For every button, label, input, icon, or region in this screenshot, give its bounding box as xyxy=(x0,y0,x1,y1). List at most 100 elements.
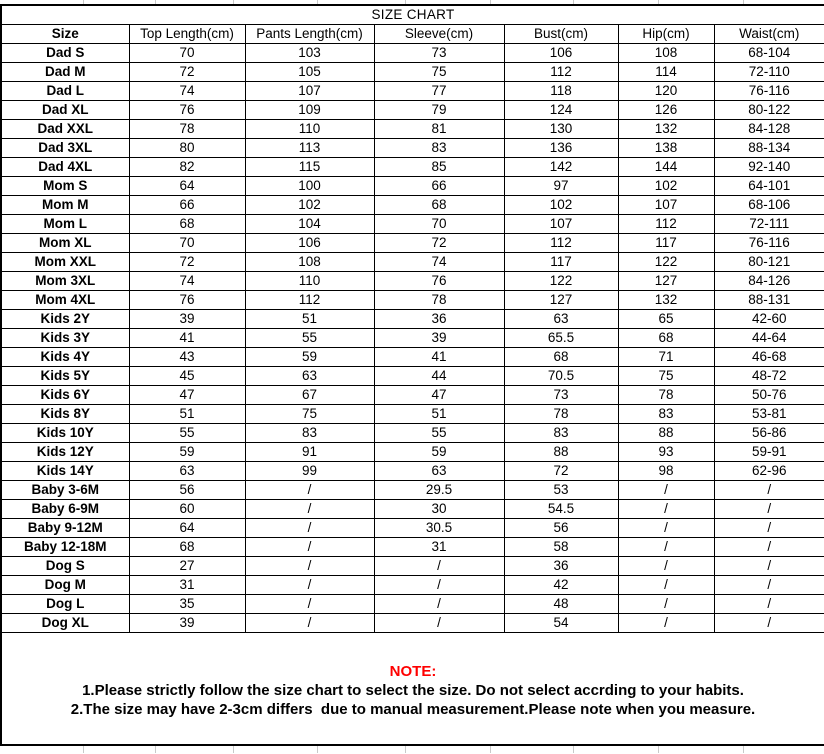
cell-bust-cm: 48 xyxy=(503,594,619,614)
cell-pants-length-cm: 100 xyxy=(244,176,375,196)
sheet-gridline xyxy=(658,0,659,4)
cell-top-length-cm: 39 xyxy=(128,613,246,633)
table-row: Baby 6-9M 60/30 54.5// xyxy=(0,499,824,519)
cell-bust-cm: 56 xyxy=(503,518,619,538)
cell-pants-length-cm: 112 xyxy=(244,290,375,310)
table-row: Mom 3XL 74 110 76 122 127 84-126 xyxy=(0,271,824,291)
cell-hip-cm: / xyxy=(617,518,715,538)
cell-top-length-cm: 74 xyxy=(128,81,246,101)
sheet-gridline xyxy=(490,0,491,4)
cell-waist-cm: 62-96 xyxy=(713,461,824,481)
cell-bust-cm: 36 xyxy=(503,556,619,576)
table-row: Baby 12-18M 68/31 58// xyxy=(0,537,824,557)
column-header-pants-length-cm: Pants Length(cm) xyxy=(244,24,375,44)
sheet-gridline xyxy=(83,0,84,4)
cell-sleeve-cm: 66 xyxy=(373,176,505,196)
cell-bust-cm: 54.5 xyxy=(503,499,619,519)
cell-sleeve-cm: 75 xyxy=(373,62,505,82)
table-row: Dog S 27//36// xyxy=(0,556,824,576)
cell-top-length-cm: 51 xyxy=(128,404,246,424)
cell-hip-cm: / xyxy=(617,594,715,614)
row-size-label: Kids 14Y xyxy=(0,461,130,481)
cell-hip-cm: 108 xyxy=(617,43,715,63)
sheet-gridline xyxy=(743,745,744,753)
row-size-label: Kids 2Y xyxy=(0,309,130,329)
row-size-label: Dad M xyxy=(0,62,130,82)
cell-bust-cm: 117 xyxy=(503,252,619,272)
cell-sleeve-cm: 83 xyxy=(373,138,505,158)
cell-top-length-cm: 59 xyxy=(128,442,246,462)
cell-waist-cm: / xyxy=(713,556,824,576)
row-size-label: Baby 6-9M xyxy=(0,499,130,519)
table-row: Mom XL 70 106 72 112 117 76-116 xyxy=(0,233,824,253)
table-row: Kids 14Y 63 99 63 72 98 62-96 xyxy=(0,461,824,481)
cell-pants-length-cm: 83 xyxy=(244,423,375,443)
cell-top-length-cm: 43 xyxy=(128,347,246,367)
cell-waist-cm: 76-116 xyxy=(713,233,824,253)
table-row: Mom XXL 72 108 74 117 122 80-121 xyxy=(0,252,824,272)
sheet-gridline xyxy=(658,745,659,753)
note-row: NOTE: 1.Please strictly follow the size … xyxy=(0,632,824,745)
row-size-label: Baby 12-18M xyxy=(0,537,130,557)
cell-hip-cm: 126 xyxy=(617,100,715,120)
cell-waist-cm: 56-86 xyxy=(713,423,824,443)
cell-pants-length-cm: 110 xyxy=(244,271,375,291)
cell-bust-cm: 97 xyxy=(503,176,619,196)
cell-sleeve-cm: 63 xyxy=(373,461,505,481)
row-size-label: Mom 4XL xyxy=(0,290,130,310)
cell-bust-cm: 124 xyxy=(503,100,619,120)
cell-top-length-cm: 64 xyxy=(128,518,246,538)
cell-sleeve-cm: 31 xyxy=(373,537,505,557)
cell-waist-cm: 92-140 xyxy=(713,157,824,177)
cell-waist-cm: 76-116 xyxy=(713,81,824,101)
cell-bust-cm: 102 xyxy=(503,195,619,215)
row-size-label: Dog S xyxy=(0,556,130,576)
cell-hip-cm: 68 xyxy=(617,328,715,348)
note-content: NOTE: 1.Please strictly follow the size … xyxy=(2,637,824,744)
cell-sleeve-cm: 74 xyxy=(373,252,505,272)
header-row: Size Top Length(cm) Pants Length(cm) Sleeve… xyxy=(0,24,824,44)
row-size-label: Kids 5Y xyxy=(0,366,130,386)
cell-waist-cm: / xyxy=(713,518,824,538)
cell-waist-cm: 68-104 xyxy=(713,43,824,63)
row-size-label: Mom M xyxy=(0,195,130,215)
cell-hip-cm: 120 xyxy=(617,81,715,101)
cell-hip-cm: 114 xyxy=(617,62,715,82)
cell-sleeve-cm: 59 xyxy=(373,442,505,462)
row-size-label: Kids 12Y xyxy=(0,442,130,462)
cell-pants-length-cm: 67 xyxy=(244,385,375,405)
cell-top-length-cm: 78 xyxy=(128,119,246,139)
cell-sleeve-cm: 73 xyxy=(373,43,505,63)
cell-sleeve-cm: 70 xyxy=(373,214,505,234)
cell-hip-cm: 132 xyxy=(617,119,715,139)
cell-hip-cm: 117 xyxy=(617,233,715,253)
cell-sleeve-cm: 55 xyxy=(373,423,505,443)
table-row: Kids 3Y 41 55 39 65.5 68 44-64 xyxy=(0,328,824,348)
cell-pants-length-cm: 75 xyxy=(244,404,375,424)
table-row: Dad 4XL 82 115 85 142 144 92-140 xyxy=(0,157,824,177)
cell-bust-cm: 112 xyxy=(503,62,619,82)
cell-sleeve-cm: 72 xyxy=(373,233,505,253)
cell-sleeve-cm: 47 xyxy=(373,385,505,405)
column-header-waist-cm: Waist(cm) xyxy=(713,24,824,44)
cell-top-length-cm: 74 xyxy=(128,271,246,291)
sheet-gridline xyxy=(573,0,574,4)
cell-hip-cm: / xyxy=(617,499,715,519)
cell-top-length-cm: 76 xyxy=(128,100,246,120)
cell-top-length-cm: 66 xyxy=(128,195,246,215)
cell-top-length-cm: 63 xyxy=(128,461,246,481)
cell-bust-cm: 130 xyxy=(503,119,619,139)
column-header-hip-cm: Hip(cm) xyxy=(617,24,715,44)
cell-bust-cm: 68 xyxy=(503,347,619,367)
row-size-label: Mom L xyxy=(0,214,130,234)
cell-waist-cm: 88-131 xyxy=(713,290,824,310)
cell-waist-cm: 46-68 xyxy=(713,347,824,367)
table-row: Dad XXL 78 110 81 130 132 84-128 xyxy=(0,119,824,139)
row-size-label: Baby 9-12M xyxy=(0,518,130,538)
cell-pants-length-cm: 106 xyxy=(244,233,375,253)
column-header-size: Size xyxy=(0,24,130,44)
row-size-label: Dad XL xyxy=(0,100,130,120)
cell-bust-cm: 112 xyxy=(503,233,619,253)
cell-bust-cm: 118 xyxy=(503,81,619,101)
cell-pants-length-cm: 110 xyxy=(244,119,375,139)
